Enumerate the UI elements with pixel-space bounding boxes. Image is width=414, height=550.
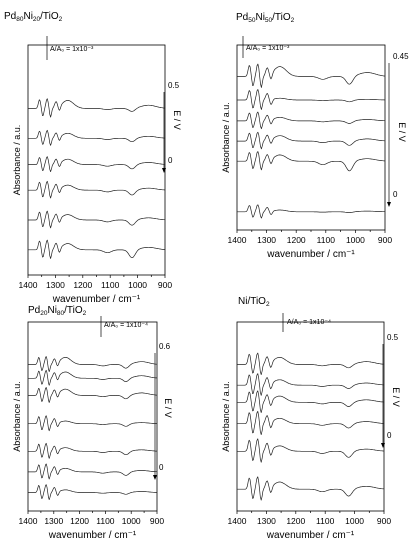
x-tick-label: 900 [158,280,172,290]
scale-bar-label: A/A₀ = 1x10⁻³ [50,46,94,53]
potential-bottom-label: 0 [387,431,392,440]
spectrum-trace [28,369,158,386]
spectrum-trace [237,410,385,436]
spectrum-trace [237,438,384,463]
x-tick-label: 1100 [101,280,120,290]
scale-bar-label: A/A₀ = 1x10⁻⁴ [104,322,148,329]
potential-axis-label: E / V [163,398,173,418]
panel-title: Ni/TiO2 [238,296,270,308]
potential-bottom-label: 0 [168,156,173,165]
x-tick-label: 1300 [257,516,276,526]
y-axis-label: Absorbance / a.u. [12,381,22,452]
x-tick-label: 1200 [70,516,89,526]
spectrum-trace [237,151,386,172]
arrow-head-icon [381,443,385,448]
spectrum-trace [28,387,158,403]
x-tick-label: 1000 [122,516,141,526]
x-axis-label: wavenumber / cm⁻¹ [52,294,141,305]
x-tick-label: 1400 [19,516,38,526]
chart-panel: 1400 1300 1200 1100 1000 900 wavenumber / cm⁻¹… [221,296,401,541]
x-tick-label: 1100 [317,235,336,245]
x-tick-label: 1000 [345,516,364,526]
x-tick-label: 900 [150,516,164,526]
potential-axis-label: E / V [397,122,407,142]
x-axis-label: wavenumber / cm⁻¹ [48,530,137,541]
x-axis-label: wavenumber / cm⁻¹ [266,530,355,541]
x-tick-label: 1100 [96,516,115,526]
potential-top-label: 0.45 [393,52,409,61]
spectrum-trace [28,415,157,432]
panel-title: Pd80Ni20/TiO2 [4,11,63,23]
spectrum-trace [28,484,158,501]
x-tick-label: 1200 [286,516,305,526]
spectrum-trace [28,442,157,459]
x-tick-label: 900 [377,516,391,526]
y-axis-label: Absorbance / a.u. [221,102,231,173]
panel-title: Pd50Ni50/TiO2 [236,12,295,24]
spectrum-trace [237,373,384,396]
potential-axis-label: E / V [172,110,182,130]
x-tick-label: 1300 [44,516,63,526]
spectrum-trace [237,476,385,501]
x-tick-label: 1400 [228,516,247,526]
x-tick-label: 1300 [46,280,65,290]
spectrum-trace [237,131,385,150]
spectrum-trace [28,156,166,173]
spectrum-trace [237,352,385,376]
x-tick-label: 1100 [316,516,335,526]
spectrum-trace [28,463,158,480]
spectrum-trace [28,98,165,118]
potential-top-label: 0.5 [387,333,399,342]
spectrum-trace [237,204,385,219]
y-axis-label: Absorbance / a.u. [221,381,231,452]
spectrum-trace [237,390,385,413]
x-axis-label: wavenumber / cm⁻¹ [266,249,355,260]
x-tick-label: 1400 [19,280,38,290]
arrow-head-icon [387,202,391,207]
scale-bar-label: A/A₀ = 1x10⁻³ [246,45,290,52]
x-tick-label: 1200 [287,235,306,245]
spectrum-trace [237,63,386,88]
spectrum-trace [28,129,165,146]
scale-bar-label: A/A₀ = 1x10⁻⁴ [287,319,331,326]
potential-top-label: 0.6 [159,342,171,351]
spectrum-trace [28,210,166,229]
chart-panel: 1400 1300 1200 1100 1000 900 wavenumber / cm⁻¹… [4,11,182,305]
x-tick-label: 1200 [73,280,92,290]
spectrum-trace [28,180,166,199]
spectrum-trace [28,239,166,259]
x-tick-label: 1400 [228,235,247,245]
potential-top-label: 0.5 [168,81,180,90]
x-tick-label: 1300 [257,235,276,245]
potential-bottom-label: 0 [159,463,164,472]
chart-panel: 1400 1300 1200 1100 1000 900 wavenumber / cm⁻¹… [221,12,409,260]
x-tick-label: 1000 [128,280,147,290]
arrow-head-icon [162,168,166,173]
spectrum-trace [237,89,386,110]
x-tick-label: 900 [378,235,392,245]
spectrum-trace [28,356,157,372]
panel-title: Pd20Ni80/TiO2 [28,305,87,317]
spectrum-trace [237,111,386,130]
y-axis-label: Absorbance / a.u. [12,125,22,196]
chart-panel: 1400 1300 1200 1100 1000 900 wavenumber / cm⁻¹… [12,305,173,541]
plot-frame [27,321,158,512]
x-tick-label: 1000 [346,235,365,245]
potential-axis-label: E / V [391,387,401,407]
arrow-head-icon [153,475,157,480]
potential-bottom-label: 0 [393,190,398,199]
